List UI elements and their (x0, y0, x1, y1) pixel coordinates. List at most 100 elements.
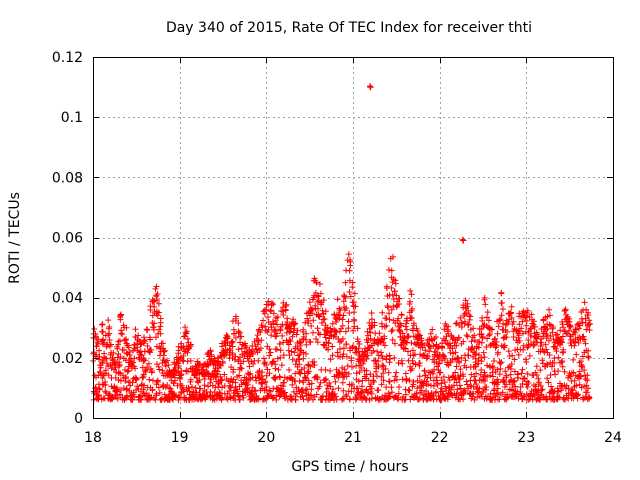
data-point (268, 324, 275, 331)
x-tick-label: 19 (171, 430, 189, 446)
data-point (303, 341, 310, 348)
data-point (339, 316, 346, 323)
data-point (456, 359, 463, 366)
data-point (158, 340, 165, 347)
data-point (173, 359, 180, 366)
grid (93, 57, 613, 418)
data-point (470, 383, 477, 390)
data-point (401, 396, 408, 403)
data-point (529, 316, 536, 323)
data-point (171, 372, 178, 379)
data-point (492, 344, 499, 351)
data-point (508, 314, 515, 321)
data-point (518, 325, 525, 332)
data-point (290, 316, 297, 323)
data-point (505, 364, 512, 371)
data-point (402, 345, 409, 352)
data-point (162, 384, 169, 391)
data-point (276, 373, 283, 380)
data-point (273, 346, 280, 353)
data-point (553, 348, 560, 355)
data-point (326, 335, 333, 342)
data-point (187, 376, 194, 383)
data-point (304, 368, 311, 375)
data-point (265, 313, 272, 320)
data-point (576, 334, 583, 341)
data-point (187, 357, 194, 364)
data-point (345, 325, 352, 332)
data-point (378, 381, 385, 388)
data-point (471, 332, 478, 339)
data-point (300, 349, 307, 356)
data-point (101, 354, 108, 361)
data-point (425, 341, 432, 348)
data-point (316, 313, 323, 320)
data-point (235, 346, 242, 353)
data-point (325, 346, 332, 353)
data-point (484, 335, 491, 342)
data-point (388, 284, 395, 291)
data-point (260, 355, 267, 362)
data-point (334, 296, 341, 303)
data-point (409, 305, 416, 312)
data-point (464, 381, 471, 388)
data-point (380, 377, 387, 384)
data-point (97, 368, 104, 375)
data-point (335, 374, 342, 381)
data-point (452, 349, 459, 356)
data-point (548, 383, 555, 390)
data-point (165, 362, 172, 369)
data-point (162, 358, 169, 365)
data-point (243, 386, 250, 393)
data-point (302, 336, 309, 343)
data-point (537, 342, 544, 349)
data-point (283, 392, 290, 399)
data-point (253, 345, 260, 352)
data-point (347, 293, 354, 300)
data-point (475, 344, 482, 351)
data-point (409, 365, 416, 372)
data-point (346, 310, 353, 317)
data-point (312, 302, 319, 309)
data-point (418, 337, 425, 344)
data-point (248, 388, 255, 395)
data-point (503, 334, 510, 341)
data-point (147, 384, 154, 391)
data-point (289, 356, 296, 363)
data-point (395, 315, 402, 322)
data-points (90, 83, 594, 403)
data-point (214, 368, 221, 375)
data-point (562, 385, 569, 392)
data-point (354, 325, 361, 332)
data-point (462, 388, 469, 395)
data-point (322, 334, 329, 341)
data-point (505, 319, 512, 326)
data-point (383, 315, 390, 322)
data-point (232, 334, 239, 341)
data-point (555, 368, 562, 375)
data-point (140, 386, 147, 393)
data-point (344, 363, 351, 370)
data-point (275, 386, 282, 393)
data-point (491, 380, 498, 387)
data-point (576, 320, 583, 327)
data-point (277, 347, 284, 354)
data-point (386, 359, 393, 366)
data-point (99, 321, 106, 328)
data-point (343, 393, 350, 400)
data-point (386, 316, 393, 323)
data-point (380, 370, 387, 377)
data-point (327, 383, 334, 390)
data-point (322, 366, 329, 373)
data-point (416, 332, 423, 339)
data-point (327, 356, 334, 363)
data-point (302, 350, 309, 357)
data-point (458, 319, 465, 326)
data-point (358, 389, 365, 396)
data-point (409, 347, 416, 354)
data-point (431, 348, 438, 355)
data-point (270, 301, 277, 308)
axis-ticks (93, 57, 614, 419)
data-point (342, 369, 349, 376)
data-point (406, 387, 413, 394)
